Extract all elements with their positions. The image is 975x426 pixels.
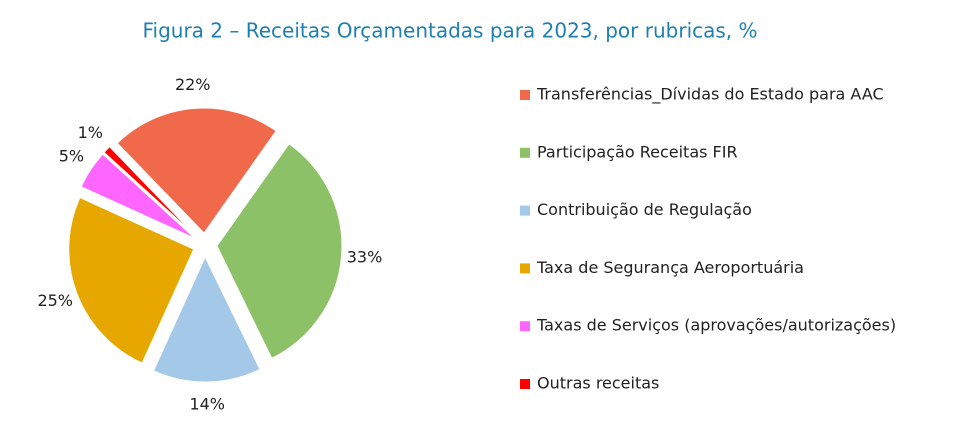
- data-label: 14%: [189, 394, 225, 413]
- pie-slice: [80, 153, 196, 239]
- pie-slice: [152, 255, 261, 383]
- legend-swatch: [520, 263, 530, 274]
- data-label: 25%: [37, 291, 73, 310]
- legend-label: Outras receitas: [537, 374, 659, 393]
- legend-label: Taxa de Segurança Aeroportuária: [536, 258, 804, 277]
- pie-slice: [216, 143, 343, 359]
- pie-slice: [103, 146, 197, 238]
- legend-swatch: [520, 90, 530, 100]
- data-label: 5%: [59, 146, 84, 165]
- legend-label: Transferências_Dívidas do Estado para AA…: [536, 85, 884, 105]
- legend-label: Contribuição de Regulação: [537, 200, 752, 219]
- legend-swatch: [520, 321, 530, 332]
- legend-label: Taxas de Serviços (aprovações/autorizaçõ…: [536, 316, 896, 335]
- data-label: 33%: [347, 247, 383, 266]
- legend-swatch: [520, 205, 530, 216]
- legend-swatch: [520, 379, 530, 389]
- legend-label: Participação Receitas FIR: [537, 142, 738, 161]
- data-label: 1%: [78, 123, 103, 142]
- chart-title: Figura 2 – Receitas Orçamentadas para 20…: [142, 19, 757, 43]
- pie-slice: [116, 107, 277, 234]
- pie-slice: [68, 196, 195, 364]
- legend-swatch: [520, 147, 530, 158]
- data-label: 22%: [175, 75, 211, 94]
